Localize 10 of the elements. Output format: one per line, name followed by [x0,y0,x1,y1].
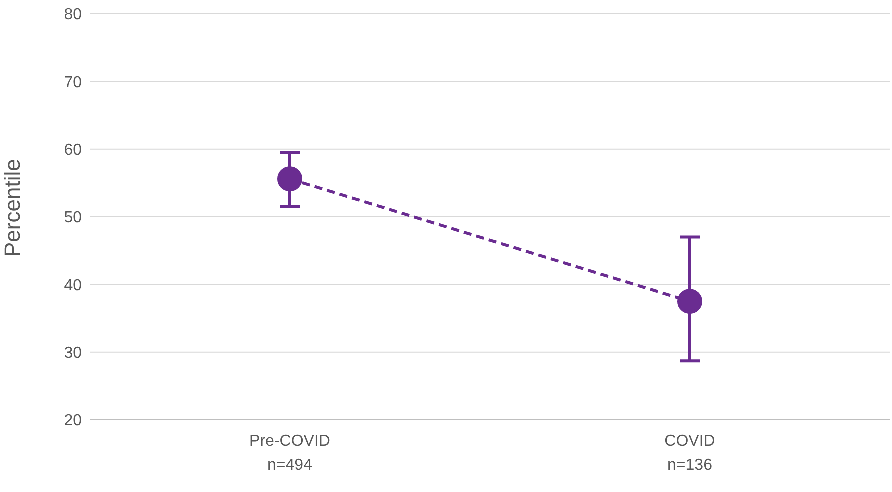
y-tick-label: 30 [64,345,82,362]
y-tick-label: 50 [64,210,82,227]
x-tick-label: COVID n=136 [664,433,716,474]
y-tick-label: 60 [64,142,82,160]
x-tick-label: Pre-COVID n=494 [250,433,330,474]
y-tick-label: 20 [64,412,82,430]
y-tick-label: 40 [64,277,82,294]
y-tick-label: 80 [64,6,82,24]
y-axis-title: Percentile [0,159,25,257]
y-tick-label: 70 [64,74,82,92]
